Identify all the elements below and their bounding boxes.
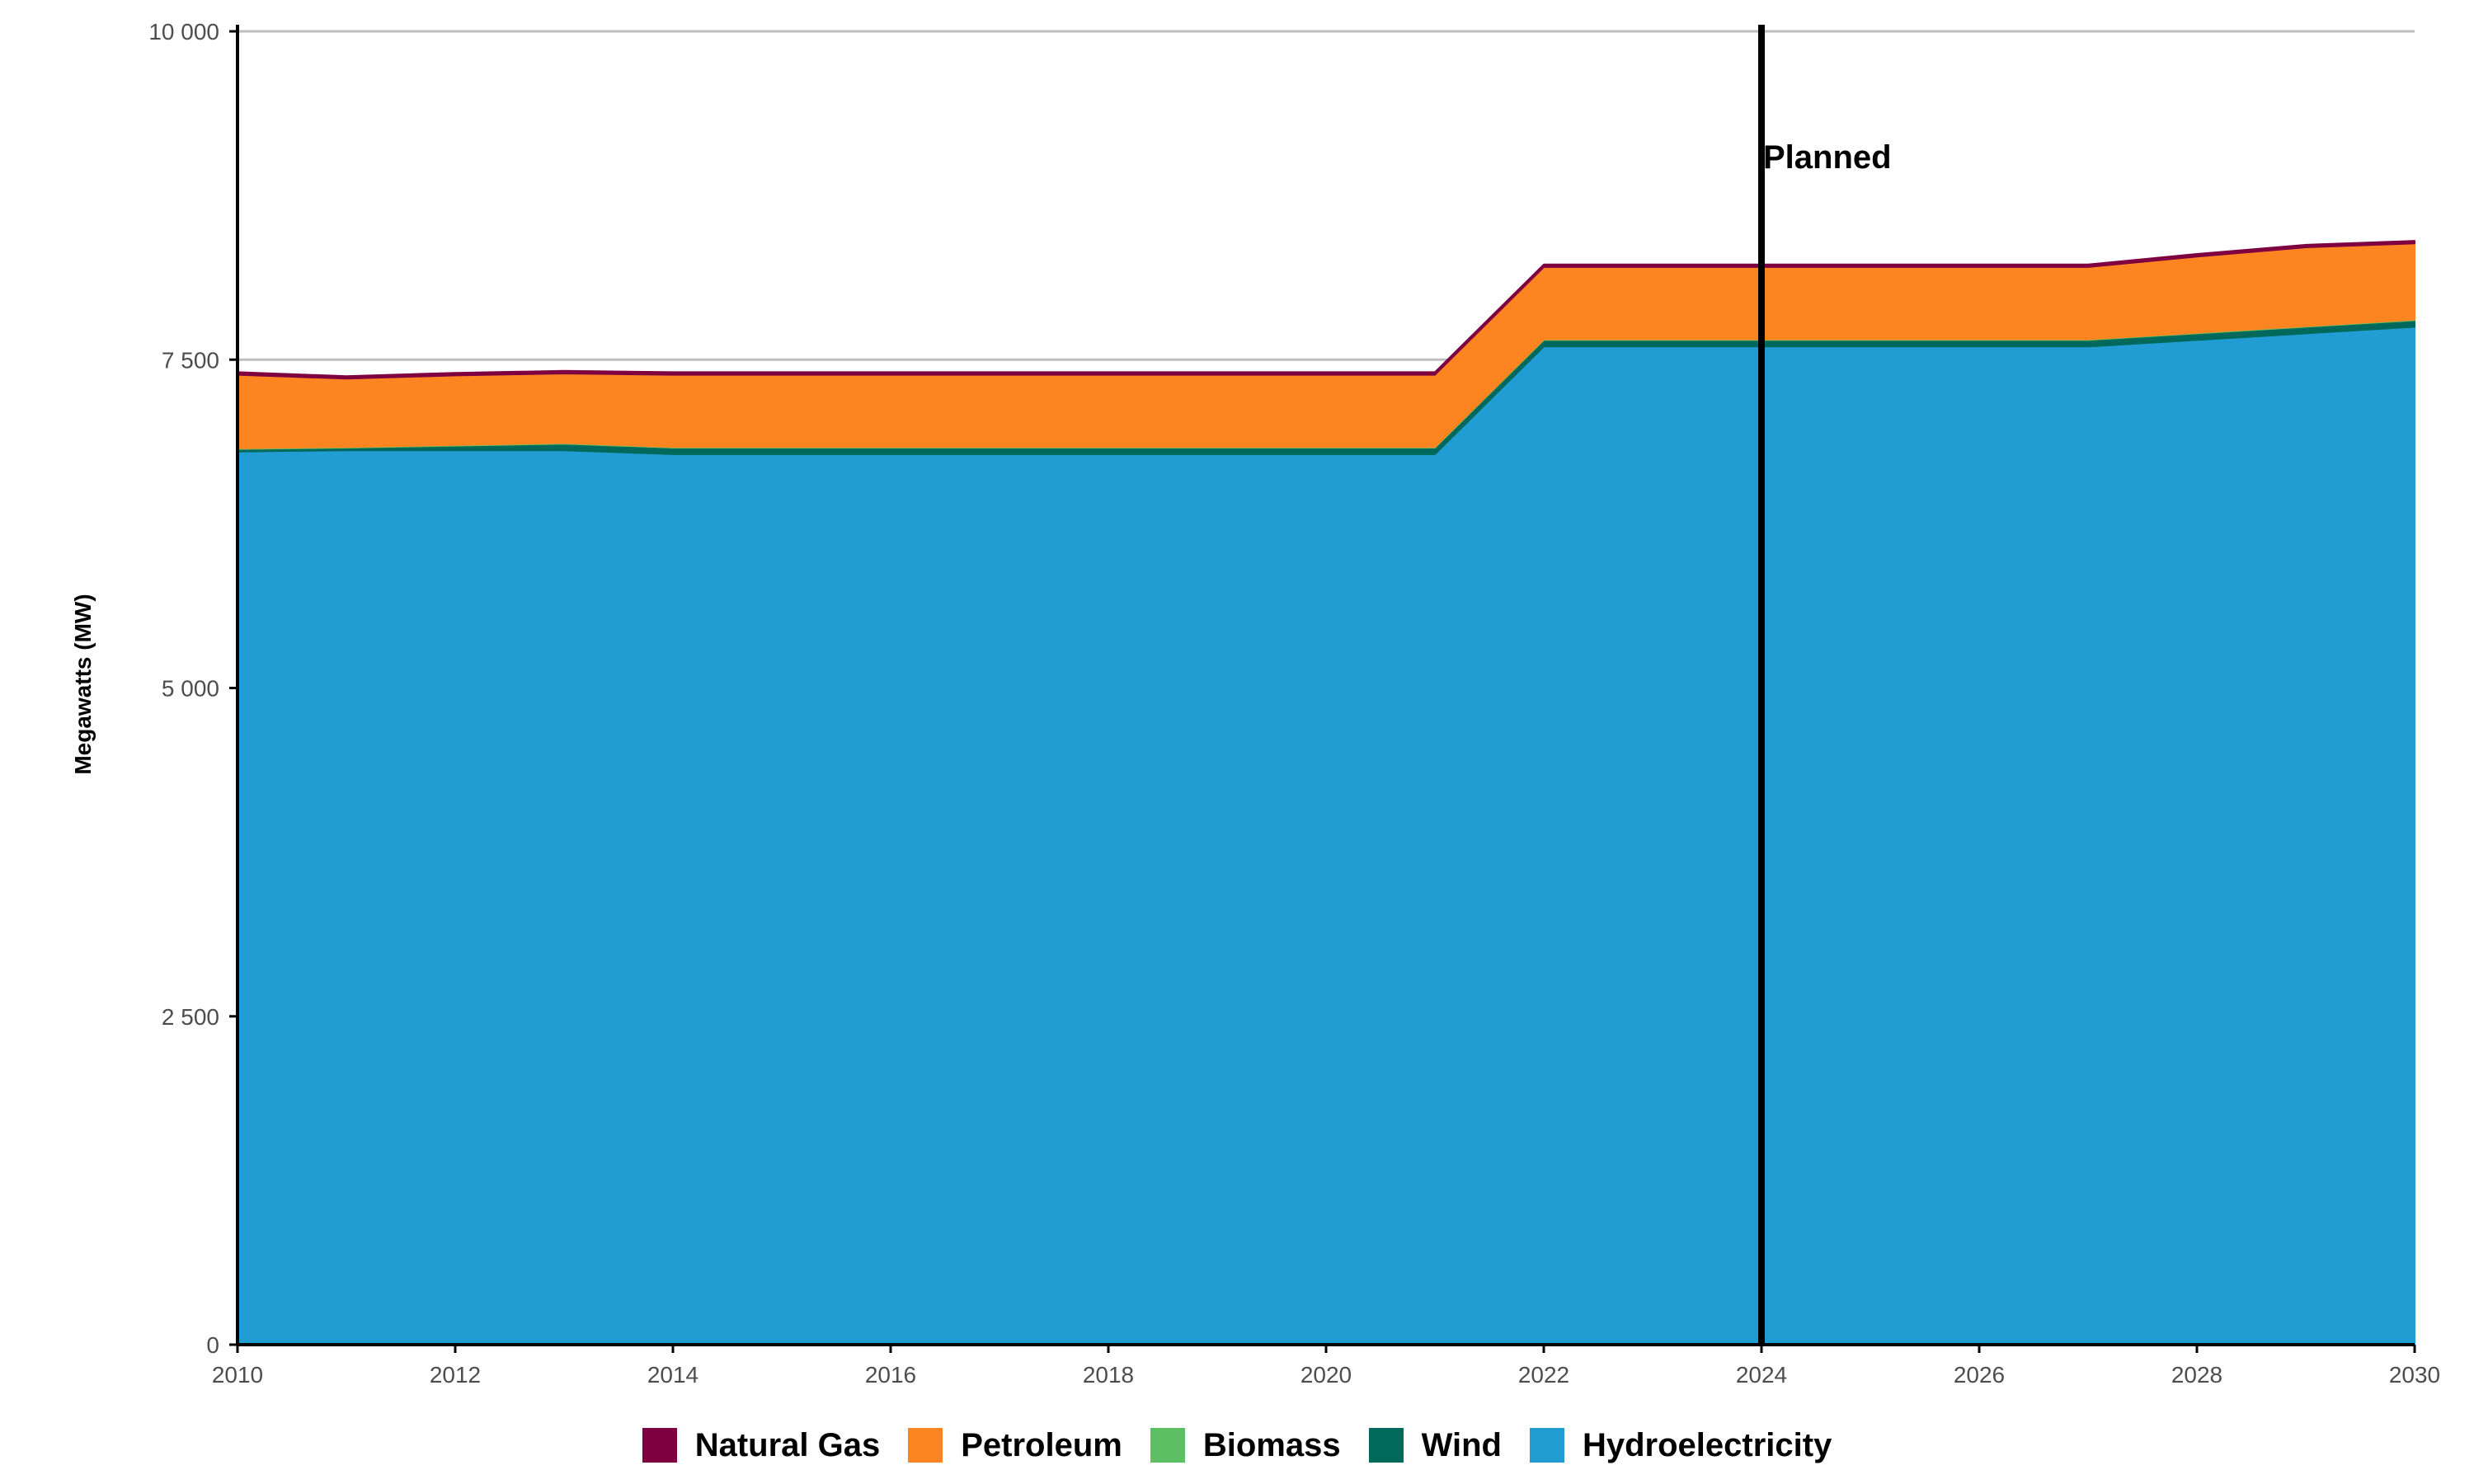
legend-item-hydroelectricity: Hydroelectricity xyxy=(1529,1426,1832,1464)
annotation: Planned xyxy=(1758,25,1892,1345)
x-tick-label: 2016 xyxy=(865,1362,916,1388)
x-tick-label: 2014 xyxy=(647,1362,698,1388)
legend-item-petroleum: Petroleum xyxy=(908,1427,1122,1464)
legend-label-biomass: Biomass xyxy=(1202,1426,1341,1463)
y-tick-label: 0 xyxy=(206,1332,219,1358)
legend-label-natural-gas: Natural Gas xyxy=(694,1426,881,1463)
x-tick-label: 2020 xyxy=(1300,1362,1352,1388)
planned-label: Planned xyxy=(1763,139,1892,176)
legend-label-wind: Wind xyxy=(1421,1426,1502,1463)
x-tick-label: 2012 xyxy=(430,1362,481,1388)
legend-label-hydroelectricity: Hydroelectricity xyxy=(1582,1426,1832,1463)
legend-label-petroleum: Petroleum xyxy=(961,1426,1122,1463)
legend-item-wind: Wind xyxy=(1368,1426,1502,1464)
x-tick-label: 2026 xyxy=(1954,1362,2005,1388)
legend-swatch-natural-gas xyxy=(642,1428,677,1463)
area-natural-gas xyxy=(237,240,2415,380)
tick-labels: 0 2 500 5 000 7 500 10 000 2010 2012 2014 2016 20… xyxy=(148,19,2440,1388)
x-tick-label: 2010 xyxy=(212,1362,263,1388)
legend-swatch-biomass xyxy=(1150,1428,1185,1463)
y-tick-label: 5 000 xyxy=(162,676,219,702)
x-tick-label: 2022 xyxy=(1518,1362,1569,1388)
y-tick-label: 10 000 xyxy=(148,19,219,45)
legend-swatch-hydroelectricity xyxy=(1529,1428,1564,1463)
series-areas xyxy=(237,240,2415,1345)
legend: Natural Gas Petroleum Biomass Wind Hydroelec… xyxy=(0,1416,2474,1474)
legend-item-natural-gas: Natural Gas xyxy=(642,1426,881,1464)
legend-item-biomass: Biomass xyxy=(1150,1427,1341,1464)
y-tick-label: 7 500 xyxy=(162,347,219,373)
x-tick-label: 2030 xyxy=(2389,1362,2440,1388)
area-hydroelectricity xyxy=(237,326,2415,1345)
x-tick-label: 2028 xyxy=(2171,1362,2222,1388)
x-tick-label: 2024 xyxy=(1736,1362,1787,1388)
legend-swatch-petroleum xyxy=(908,1428,943,1463)
y-tick-label: 2 500 xyxy=(162,1004,219,1030)
y-axis-title: Megawatts (MW) xyxy=(70,594,96,774)
legend-swatch-wind xyxy=(1368,1428,1404,1463)
x-tick-label: 2018 xyxy=(1083,1362,1134,1388)
